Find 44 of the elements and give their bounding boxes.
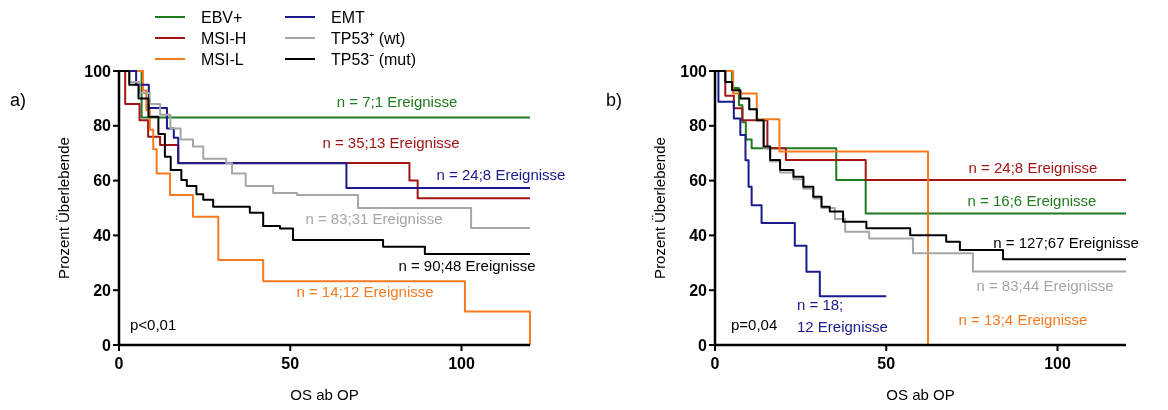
y-axis-title: Prozent Überlebende	[651, 137, 668, 279]
annotation: n = 24;8 Ereignisse	[436, 166, 566, 184]
legend-label: EMT	[331, 8, 365, 26]
x-tick-label: 0	[710, 355, 720, 372]
annotation: n = 83;31 Ereignisse	[305, 210, 443, 228]
x-tick-label: 100	[1044, 355, 1071, 372]
text: a)	[10, 90, 27, 110]
y-tick-label: 20	[93, 281, 112, 299]
annotation: n = 24;8 Ereignisse	[968, 159, 1098, 177]
annotation: p=0,04	[731, 316, 778, 334]
annotation: n = 90;48 Ereignisse	[398, 257, 536, 275]
annotation: n = 18; 12 Ereignisse	[797, 296, 888, 336]
x-tick-label: 100	[448, 355, 475, 372]
y-tick-label: 80	[689, 117, 708, 135]
x-tick-label: 50	[877, 355, 896, 372]
annotation: n = 14;12 Ereignisse	[296, 283, 434, 301]
y-tick-label: 60	[93, 172, 112, 190]
y-tick-label: 80	[93, 117, 112, 135]
y-tick-label: 60	[689, 172, 708, 190]
annotation: n = 7;1 Ereignisse	[336, 93, 458, 111]
text: b)	[606, 90, 623, 110]
annotation: n = 16;6 Ereignisse	[967, 192, 1097, 210]
y-tick-label: 0	[102, 336, 112, 354]
annotation: n = 13;4 Ereignisse	[958, 311, 1088, 329]
legend-label: EBV+	[201, 8, 243, 26]
y-tick-label: 20	[689, 281, 708, 299]
legend-label: MSI-L	[201, 50, 244, 68]
y-tick-label: 40	[689, 227, 708, 244]
y-tick-label: 100	[680, 62, 708, 80]
y-tick-label: 100	[84, 62, 112, 80]
x-axis-title: OS ab OP	[886, 386, 955, 403]
annotation: n = 83;44 Ereignisse	[976, 277, 1114, 295]
x-tick-label: 0	[114, 355, 124, 372]
y-axis-title: Prozent Überlebende	[55, 137, 72, 279]
annotation: p<0,01	[130, 316, 177, 334]
y-tick-label: 0	[698, 336, 708, 354]
x-axis-title: OS ab OP	[290, 386, 359, 403]
legend-label: TP53⁻ (mut)	[331, 50, 417, 68]
y-tick-label: 40	[93, 227, 112, 244]
annotation: n = 35;13 Ereignisse	[322, 134, 460, 152]
legend-label: MSI-H	[201, 29, 247, 47]
annotation: n = 127;67 Ereignisse	[993, 234, 1139, 252]
legend-label: TP53⁺ (wt)	[331, 29, 406, 47]
x-tick-label: 50	[281, 355, 300, 372]
